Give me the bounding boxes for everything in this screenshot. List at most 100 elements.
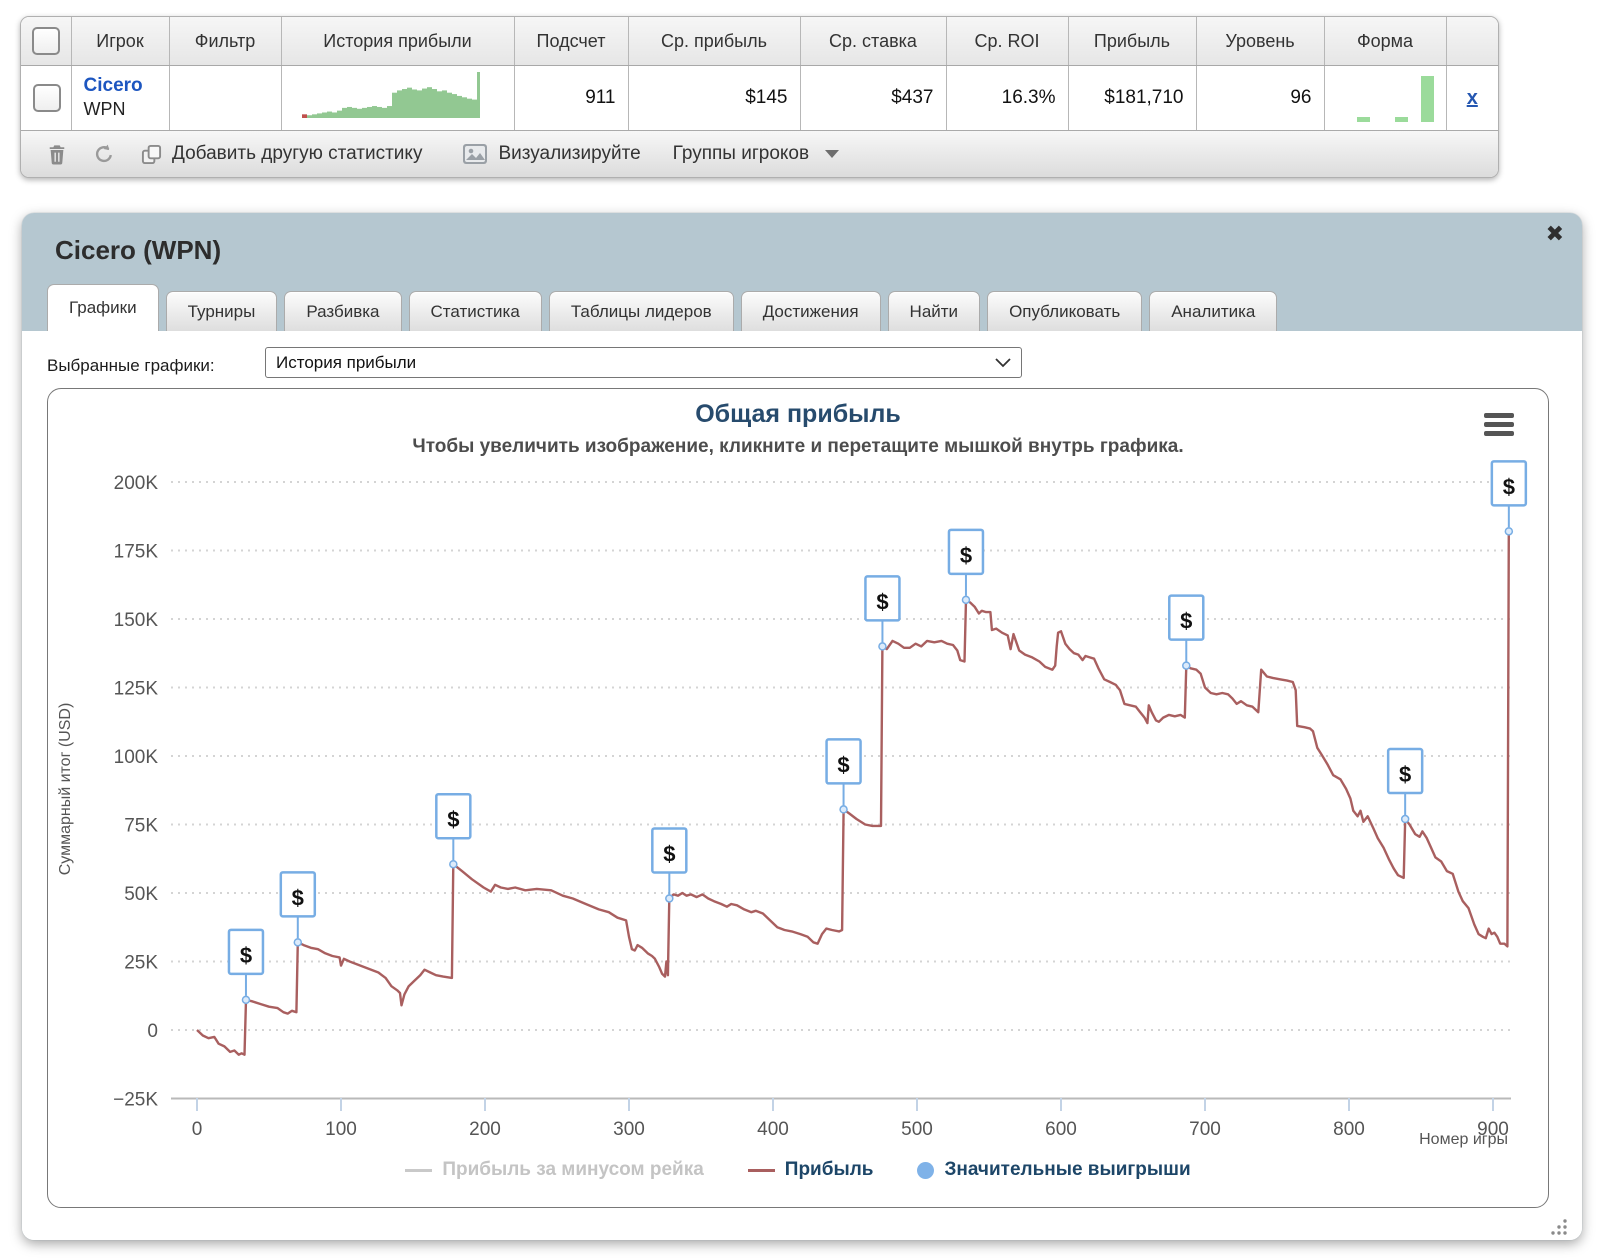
y-axis-title: Суммарный итог (USD)	[57, 703, 74, 876]
image-icon	[463, 144, 488, 164]
chart-subtitle: Чтобы увеличить изображение, кликните и …	[412, 436, 1184, 457]
legend-item-2[interactable]: Значительные выигрыши	[917, 1159, 1191, 1181]
add-statistic-label: Добавить другую статистику	[172, 143, 423, 164]
avg-roi-value: 16.3%	[946, 65, 1069, 130]
significant-win-marker[interactable]: $	[1490, 460, 1528, 536]
count-value: 911	[514, 65, 629, 130]
player-groups-label: Группы игроков	[672, 143, 810, 164]
significant-win-marker[interactable]: $	[864, 575, 901, 651]
close-icon[interactable]: ✖	[1545, 221, 1564, 246]
col-header-level[interactable]: Уровень	[1196, 17, 1325, 66]
avg-profit-value: $145	[628, 65, 801, 130]
legend-item-1[interactable]: Прибыль	[747, 1159, 873, 1181]
profit-line	[196, 531, 1511, 1056]
col-header-form[interactable]: Форма	[1324, 17, 1447, 66]
significant-win-marker[interactable]: $	[651, 827, 688, 903]
refresh-icon	[95, 144, 112, 163]
significant-win-marker[interactable]: $	[825, 738, 862, 814]
y-tick-label: 150K	[114, 610, 159, 631]
x-tick-label: 700	[1189, 1119, 1221, 1140]
y-tick-label: −25K	[113, 1090, 158, 1111]
remove-row-link[interactable]: x	[1466, 86, 1478, 109]
x-tick-label: 400	[757, 1119, 789, 1140]
refresh-button[interactable]	[93, 143, 115, 165]
significant-win-marker[interactable]: $	[947, 528, 985, 605]
x-tick-label: 200	[469, 1119, 501, 1140]
visualize-label: Визуализируйте	[498, 143, 641, 164]
significant-win-marker[interactable]: $	[227, 928, 265, 1005]
panel-header: Cicero (WPN) ✖ Графики Турниры Разбивка …	[22, 213, 1582, 331]
svg-text:$: $	[837, 752, 849, 777]
profit-chart[interactable]: 200K 175K 150K 125K 100K 75K 50K 25K 0 −25K 0 100 20…	[48, 389, 1550, 1209]
col-header-avg-roi[interactable]: Ср. ROI	[946, 17, 1069, 66]
svg-text:$: $	[447, 807, 459, 832]
graph-select[interactable]: История прибыли	[265, 347, 1022, 378]
select-all-checkbox[interactable]	[31, 27, 60, 55]
tab-analytics[interactable]: Аналитика	[1149, 291, 1278, 331]
player-groups-dropdown[interactable]: Группы игроков	[672, 143, 840, 165]
svg-text:$: $	[1399, 762, 1411, 787]
significant-win-marker[interactable]: $	[279, 871, 317, 947]
chevron-down-icon	[995, 357, 1011, 367]
y-tick-label: 0	[147, 1021, 158, 1042]
level-value: 96	[1196, 65, 1325, 130]
x-tick-label: 0	[192, 1119, 203, 1140]
tab-achievements[interactable]: Достижения	[740, 291, 881, 331]
y-tick-label: 125K	[114, 679, 159, 700]
x-tick-label: 600	[1045, 1119, 1077, 1140]
stats-table: Игрок Фильтр История прибыли Подсчет Ср.…	[21, 17, 1498, 130]
player-network: WPN	[83, 99, 126, 119]
x-tick-label: 500	[901, 1119, 933, 1140]
legend-line-symbol	[747, 1168, 775, 1172]
table-row: Cicero WPN 911 $145 $437 16.3% $181,710 …	[21, 65, 1498, 130]
avg-stake-value: $437	[800, 65, 947, 130]
significant-win-marker[interactable]: $	[1168, 594, 1205, 670]
table-toolbar: Добавить другую статистику Визуализируйт…	[21, 130, 1498, 177]
tab-publish[interactable]: Опубликовать	[987, 291, 1143, 331]
tab-breakdown[interactable]: Разбивка	[284, 291, 402, 331]
x-tick-label: 900	[1477, 1119, 1509, 1140]
delete-button[interactable]	[47, 143, 67, 166]
filter-cell	[169, 65, 282, 130]
chart-menu-icon[interactable]	[1484, 413, 1514, 440]
chart-container[interactable]: 200K 175K 150K 125K 100K 75K 50K 25K 0 −25K 0 100 20…	[47, 388, 1549, 1208]
col-header-count[interactable]: Подсчет	[514, 17, 629, 66]
y-tick-label: 200K	[114, 473, 159, 494]
x-tick-label: 100	[325, 1119, 357, 1140]
tab-statistics[interactable]: Статистика	[408, 291, 542, 331]
y-tick-label: 75K	[124, 816, 158, 837]
trash-icon	[49, 144, 65, 165]
y-tick-label: 50K	[124, 884, 158, 905]
col-header-filter[interactable]: Фильтр	[169, 17, 282, 66]
chart-legend: Прибыль за минусом рейка Прибыль Значитель…	[48, 1159, 1548, 1181]
col-header-profit-history[interactable]: История прибыли	[281, 17, 515, 66]
chart-title: Общая прибыль	[695, 400, 901, 428]
svg-text:$: $	[663, 841, 675, 866]
legend-marker-symbol	[917, 1161, 935, 1179]
col-header-profit[interactable]: Прибыль	[1068, 17, 1197, 66]
player-name-link[interactable]: Cicero	[83, 75, 143, 97]
significant-win-marker[interactable]: $	[435, 792, 472, 869]
col-header-avg-stake[interactable]: Ср. ставка	[800, 17, 947, 66]
tab-find[interactable]: Найти	[887, 291, 981, 331]
y-tick-label: 175K	[114, 542, 159, 563]
resize-grip[interactable]	[1549, 1217, 1569, 1237]
svg-text:$: $	[1503, 474, 1515, 499]
legend-line-symbol	[405, 1168, 433, 1172]
tab-leaderboards[interactable]: Таблицы лидеров	[548, 291, 734, 331]
tab-graphs[interactable]: Графики	[47, 284, 159, 331]
col-header-player[interactable]: Игрок	[71, 17, 170, 66]
table-header-row: Игрок Фильтр История прибыли Подсчет Ср.…	[21, 17, 1498, 66]
svg-text:$: $	[240, 943, 252, 968]
legend-item-0[interactable]: Прибыль за минусом рейка	[405, 1159, 704, 1181]
significant-win-marker[interactable]: $	[1386, 747, 1424, 824]
tab-bar: Графики Турниры Разбивка Статистика Табл…	[47, 284, 1278, 331]
add-statistic-button[interactable]: Добавить другую статистику	[141, 143, 422, 165]
profit-history-sparkline[interactable]	[294, 69, 504, 121]
visualize-button[interactable]: Визуализируйте	[462, 143, 641, 165]
col-header-avg-profit[interactable]: Ср. прибыль	[628, 17, 801, 66]
svg-text:$: $	[1180, 609, 1192, 634]
tab-tournaments[interactable]: Турниры	[165, 291, 278, 331]
graph-select-label: Выбранные графики:	[47, 356, 215, 375]
row-checkbox[interactable]	[33, 84, 61, 112]
